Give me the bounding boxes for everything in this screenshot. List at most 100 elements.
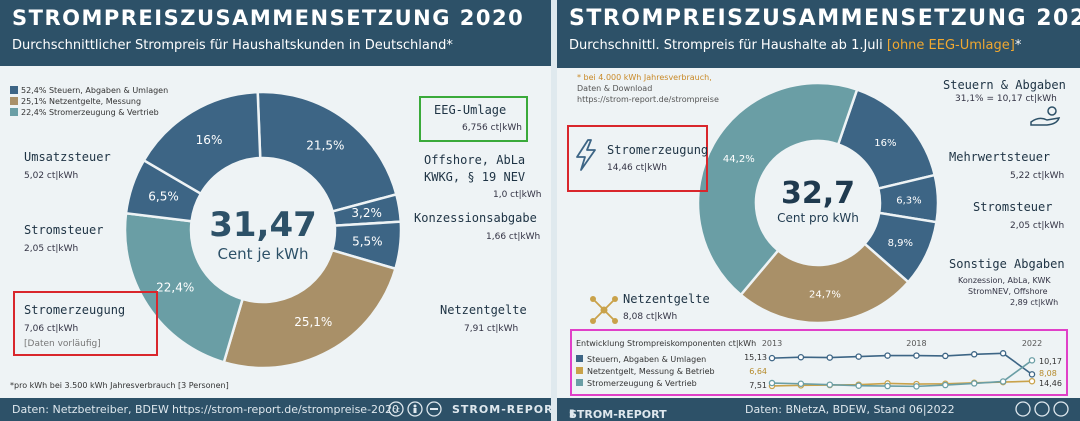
label-offshore-1: Offshore, AbLa — [424, 153, 526, 167]
value-netzentgelte: 7,91 ct|kWh — [464, 324, 519, 334]
series-point — [942, 352, 949, 360]
hand-coin-icon — [1029, 106, 1063, 130]
legend-swatch — [576, 355, 583, 362]
subtitle-2022: Durchschnittl. Strompreis für Haushalte … — [569, 38, 1021, 53]
series-point — [913, 383, 920, 390]
slice-pct-label: 3,2% — [351, 206, 382, 220]
legend-label: 25,1% Netzentgelte, Messung — [21, 97, 142, 106]
legend-item-gen: 22,4% Stromerzeugung & Vertrieb — [10, 108, 159, 117]
series-point — [826, 354, 834, 361]
value-mehrwertsteuer: 5,22 ct|kWh — [1010, 171, 1065, 181]
highlight-box-stromerzeugung-2022 — [567, 125, 708, 192]
subtitle-main: Durchschnittl. Strompreis für Haushalte … — [569, 38, 883, 53]
label-steuern-abgaben: Steuern & Abgaben — [943, 78, 1066, 92]
series-point — [797, 353, 805, 361]
value-stromsteuer: 2,05 ct|kWh — [24, 244, 79, 254]
series-line-stromerzeugung-vertrieb — [771, 359, 1033, 388]
lightning-icon — [573, 138, 599, 176]
donut-chart-2022: 16% 6,3% 8,9% 24,7% 44,2% 32,7 Cent pro kWh — [696, 81, 940, 325]
x-tick-label: 2013 — [762, 339, 782, 348]
slice-pct-label: 25,1% — [294, 315, 332, 329]
label-sonstige-abgaben: Sonstige Abgaben — [949, 257, 1065, 271]
subtitle-asterisk: * — [1014, 38, 1022, 53]
series-point — [970, 380, 978, 387]
slice-pct-label: 16% — [874, 138, 896, 149]
bar-chart-icon: ▮ — [569, 408, 575, 419]
chart-panel-2022: STROMPREISZUSAMMENSETZUNG 2022 Durchschn… — [557, 0, 1080, 421]
series-point — [768, 354, 776, 362]
series-start-label: 7,51 — [749, 381, 767, 390]
label-stromsteuer-2022: Stromsteuer — [973, 200, 1053, 214]
value-konzession: 1,66 ct|kWh — [486, 232, 541, 242]
center-value: 31,47 — [209, 205, 317, 245]
label-eeg: EEG-Umlage — [434, 103, 507, 117]
legend-swatch — [576, 379, 583, 386]
footer-source: Daten: Netzbetreiber, BDEW — [12, 403, 169, 416]
line-chart-components: Entwicklung Strompreiskomponenten ct|kWh… — [576, 339, 1062, 390]
donut-chart-2020: 21,5% 3,2% 5,5% 25,1% 22,4% 6,5% 16% 31,47 Cen… — [123, 90, 403, 370]
series-line-steuern-abgaben-umlagen — [771, 352, 1033, 375]
slice-pct-label: 16% — [196, 133, 223, 147]
series-start-label: 15,13 — [744, 353, 767, 362]
label-offshore-2: KWKG, § 19 NEV — [424, 170, 526, 184]
slice-pct-label: 8,9% — [888, 238, 913, 249]
slice-eeg-umlage — [256, 90, 398, 213]
series-point — [855, 382, 862, 389]
highlight-box-stromerzeugung — [13, 291, 158, 356]
legend-label: 22,4% Stromerzeugung & Vertrieb — [21, 108, 159, 117]
series-point — [884, 352, 891, 359]
subtitle-highlight: [ohne EEG-Umlage] — [886, 38, 1015, 53]
footer-brand-text: STROM-REPORT — [569, 408, 667, 421]
note-stromerzeugung: [Daten vorläufig] — [24, 339, 101, 349]
slice-stromerzeugung — [123, 211, 245, 364]
value-stromerzeugung: 7,06 ct|kWh — [24, 324, 79, 334]
series-point — [1028, 371, 1036, 378]
legend-label: 52,4% Steuern, Abgaben & Umlagen — [21, 86, 169, 95]
series-point — [970, 351, 978, 358]
label-umsatzsteuer: Umsatzsteuer — [24, 150, 111, 164]
value-sonstige-3: 2,89 ct|kWh — [1010, 298, 1059, 307]
slice-umsatzsteuer — [142, 90, 262, 196]
footer-brand: STROM-REPORT — [452, 403, 551, 416]
highlight-box-eeg — [419, 96, 528, 142]
series-start-label: 6,64 — [749, 367, 767, 376]
cc-license-icon: cc — [388, 401, 446, 420]
footer-2020: Daten: Netzbetreiber, BDEW https://strom… — [0, 398, 551, 421]
label-netzentgelte-2022: Netzentgelte — [623, 292, 710, 306]
value-umsatzsteuer: 5,02 ct|kWh — [24, 171, 79, 181]
legend-label: Stromerzeugung & Vertrieb — [587, 379, 697, 388]
highlight-box-linechart — [570, 329, 1068, 396]
cc-license-icon — [1015, 401, 1073, 420]
series-point — [768, 379, 776, 387]
title-2020: STROMPREISZUSAMMENSETZUNG 2020 — [12, 6, 525, 30]
value-sonstige-2: StromNEV, Offshore — [968, 287, 1048, 296]
slice-pct-label: 44,2% — [723, 154, 755, 165]
label-netzentgelte: Netzentgelte — [440, 303, 527, 317]
series-point — [942, 381, 949, 389]
series-end-label: 14,46 — [1039, 379, 1062, 388]
label-stromerzeugung-2022: Stromerzeugung — [607, 143, 709, 157]
center-unit: Cent pro kWh — [777, 211, 859, 225]
label-stromsteuer: Stromsteuer — [24, 223, 104, 237]
slice-pct-label: 6,5% — [148, 189, 179, 203]
x-tick-label: 2018 — [906, 339, 926, 348]
header-2022: STROMPREISZUSAMMENSETZUNG 2022 Durchschn… — [557, 0, 1080, 68]
footer-2022: ▮ STROM-REPORT Daten: BNetzA, BDEW, Stan… — [557, 398, 1080, 421]
network-icon — [587, 293, 621, 331]
note-consumption: * bei 4.000 kWh Jahresverbrauch, — [577, 73, 712, 82]
series-end-label: 8,08 — [1039, 369, 1057, 378]
legend-item-grid: 25,1% Netzentgelte, Messung — [10, 97, 141, 106]
legend-swatch — [10, 108, 18, 116]
series-point — [999, 378, 1007, 385]
header-2020: STROMPREISZUSAMMENSETZUNG 2020 Durchschn… — [0, 0, 551, 66]
footer-url[interactable]: https://strom-report.de/strompreise-2020 — [172, 403, 400, 416]
center-value: 32,7 — [781, 176, 855, 211]
series-point — [855, 353, 862, 360]
slice-netzentgelte — [222, 248, 398, 370]
subtitle-2020: Durchschnittlicher Strompreis für Hausha… — [12, 38, 453, 53]
value-eeg: 6,756 ct|kWh — [462, 123, 522, 133]
value-steuern-abgaben: 31,1% = 10,17 ct|kWh — [955, 94, 1057, 104]
slice-pct-label: 22,4% — [156, 281, 194, 295]
footnote-2020: *pro kWh bei 3.500 kWh Jahresverbrauch [… — [10, 381, 229, 390]
note-url[interactable]: https://strom-report.de/strompreise — [577, 95, 719, 104]
